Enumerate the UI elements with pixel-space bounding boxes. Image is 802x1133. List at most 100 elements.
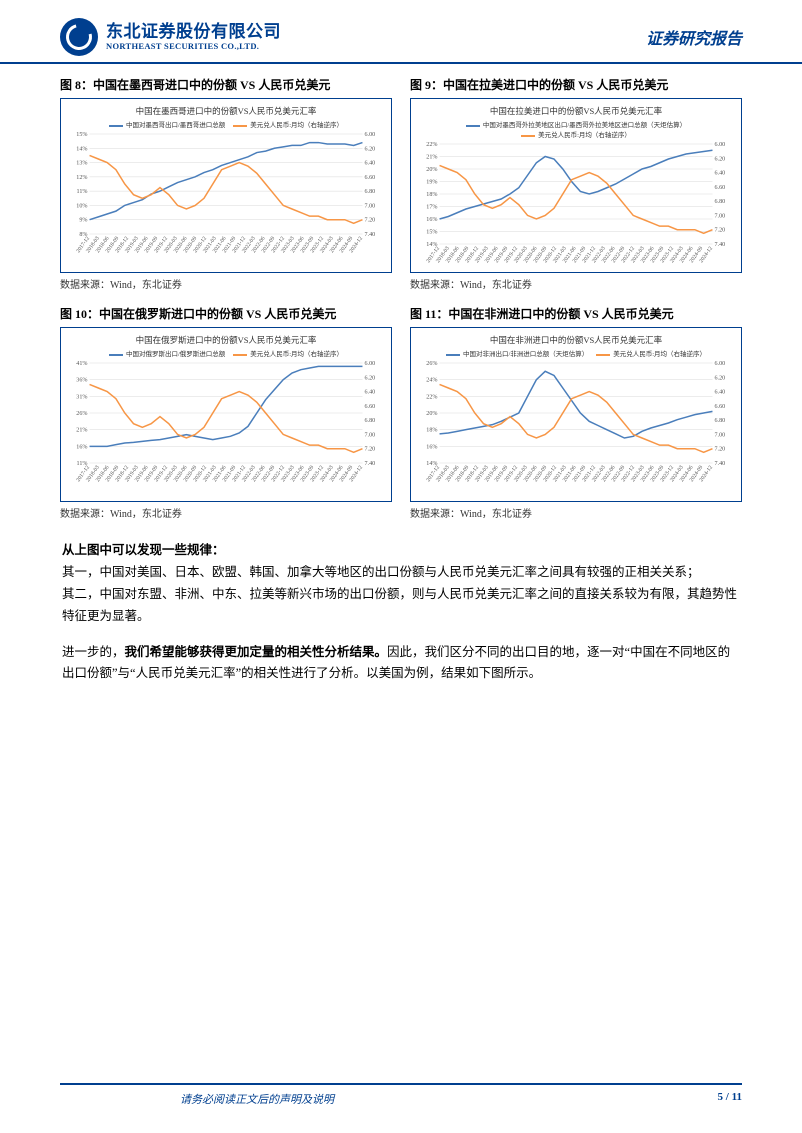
svg-text:6.40: 6.40 [715, 390, 726, 396]
page-header: 东北证券股份有限公司 NORTHEAST SECURITIES CO.,LTD.… [0, 0, 802, 64]
svg-text:9%: 9% [79, 218, 87, 224]
legend-item: 美元兑人民币:月均（右轴逆序） [521, 129, 631, 139]
chart-card: 中国在拉美进口中的份额VS人民币兑美元汇率 中国对墨西哥外拉美地区出口/墨西哥外… [410, 98, 742, 273]
svg-text:7.00: 7.00 [365, 203, 376, 209]
chart-source: 数据来源：Wind，东北证券 [60, 276, 392, 291]
svg-text:7.20: 7.20 [365, 447, 376, 453]
svg-text:7.20: 7.20 [715, 228, 726, 234]
para-2: 其二，中国对东盟、非洲、中东、拉美等新兴市场的出口份额，则与人民币兑美元汇率之间… [62, 584, 740, 628]
svg-text:7.00: 7.00 [715, 432, 726, 438]
chart-block-9: 图 9：中国在拉美进口中的份额 VS 人民币兑美元 中国在拉美进口中的份额VS人… [410, 76, 742, 291]
svg-text:15%: 15% [426, 230, 437, 236]
chart-card: 中国在非洲进口中的份额VS人民币兑美元汇率 中国对非洲出口/非洲进口总额（天炬估… [410, 327, 742, 502]
page-footer: 请务必阅读正文后的声明及说明 5 / 11 [60, 1083, 742, 1107]
chart-title: 图 11：中国在非洲进口中的份额 VS 人民币兑美元 [410, 305, 742, 322]
svg-text:7.40: 7.40 [365, 232, 376, 238]
chart-row-1: 图 8：中国在墨西哥进口中的份额 VS 人民币兑美元 中国在墨西哥进口中的份额V… [60, 76, 742, 291]
footer-page: 5 / 11 [718, 1091, 742, 1107]
svg-text:6.80: 6.80 [365, 418, 376, 424]
chart-source: 数据来源：Wind，东北证券 [410, 505, 742, 520]
svg-text:18%: 18% [426, 428, 437, 434]
legend-item: 中国对俄罗斯出口/俄罗斯进口总额 [109, 348, 225, 358]
svg-text:6.00: 6.00 [715, 142, 726, 148]
svg-text:6.60: 6.60 [715, 185, 726, 191]
logo-en: NORTHEAST SECURITIES CO.,LTD. [106, 42, 281, 51]
svg-text:18%: 18% [426, 192, 437, 198]
chart-legend: 中国对墨西哥外拉美地区出口/墨西哥外拉美地区进口总额（天炬估算）美元兑人民币:月… [415, 119, 737, 139]
body-text: 从上图中可以发现一些规律： 其一，中国对美国、日本、欧盟、韩国、加拿大等地区的出… [60, 540, 742, 685]
svg-text:16%: 16% [426, 444, 437, 450]
legend-item: 美元兑人民币:月均（右轴逆序） [233, 119, 343, 129]
chart-inner-title: 中国在拉美进口中的份额VS人民币兑美元汇率 [415, 105, 737, 117]
svg-text:7.20: 7.20 [365, 218, 376, 224]
svg-text:26%: 26% [426, 361, 437, 367]
footer-note: 请务必阅读正文后的声明及说明 [180, 1091, 334, 1107]
svg-text:6.60: 6.60 [715, 404, 726, 410]
svg-text:22%: 22% [426, 142, 437, 148]
svg-text:20%: 20% [426, 411, 437, 417]
company-logo-icon [60, 18, 98, 56]
svg-text:7.40: 7.40 [365, 461, 376, 467]
svg-text:12%: 12% [76, 175, 87, 181]
legend-item: 美元兑人民币:月均（右轴逆序） [596, 348, 706, 358]
svg-text:6.20: 6.20 [365, 375, 376, 381]
para-1: 其一，中国对美国、日本、欧盟、韩国、加拿大等地区的出口份额与人民币兑美元汇率之间… [62, 562, 740, 584]
logo-text: 东北证券股份有限公司 NORTHEAST SECURITIES CO.,LTD. [106, 23, 281, 51]
svg-text:16%: 16% [76, 444, 87, 450]
chart-card: 中国在俄罗斯进口中的份额VS人民币兑美元汇率 中国对俄罗斯出口/俄罗斯进口总额美… [60, 327, 392, 502]
legend-item: 中国对墨西哥外拉美地区出口/墨西哥外拉美地区进口总额（天炬估算） [466, 119, 686, 129]
svg-text:7.40: 7.40 [715, 242, 726, 248]
svg-text:7.40: 7.40 [715, 461, 726, 467]
chart-row-2: 图 10：中国在俄罗斯进口中的份额 VS 人民币兑美元 中国在俄罗斯进口中的份额… [60, 305, 742, 520]
svg-text:6.80: 6.80 [715, 418, 726, 424]
svg-text:20%: 20% [426, 167, 437, 173]
svg-text:6.20: 6.20 [365, 146, 376, 152]
svg-text:13%: 13% [76, 161, 87, 167]
svg-text:14%: 14% [76, 146, 87, 152]
report-type: 证券研究报告 [646, 25, 742, 49]
svg-text:26%: 26% [76, 411, 87, 417]
svg-text:41%: 41% [76, 361, 87, 367]
svg-text:6.60: 6.60 [365, 404, 376, 410]
chart-title: 图 10：中国在俄罗斯进口中的份额 VS 人民币兑美元 [60, 305, 392, 322]
chart-inner-title: 中国在俄罗斯进口中的份额VS人民币兑美元汇率 [65, 334, 387, 346]
logo-block: 东北证券股份有限公司 NORTHEAST SECURITIES CO.,LTD. [60, 18, 281, 56]
svg-text:10%: 10% [76, 203, 87, 209]
svg-text:7.00: 7.00 [715, 213, 726, 219]
svg-text:6.00: 6.00 [365, 361, 376, 367]
chart-title: 图 9：中国在拉美进口中的份额 VS 人民币兑美元 [410, 76, 742, 93]
svg-text:6.00: 6.00 [365, 132, 376, 138]
svg-text:24%: 24% [426, 378, 437, 384]
para-3: 进一步的，我们希望能够获得更加定量的相关性分析结果。因此，我们区分不同的出口目的… [62, 642, 740, 686]
svg-text:22%: 22% [426, 394, 437, 400]
chart-title: 图 8：中国在墨西哥进口中的份额 VS 人民币兑美元 [60, 76, 392, 93]
svg-text:6.40: 6.40 [715, 171, 726, 177]
chart-block-11: 图 11：中国在非洲进口中的份额 VS 人民币兑美元 中国在非洲进口中的份额VS… [410, 305, 742, 520]
svg-text:11%: 11% [77, 189, 88, 195]
svg-text:17%: 17% [426, 205, 437, 211]
svg-text:6.40: 6.40 [365, 390, 376, 396]
para-intro: 从上图中可以发现一些规律： [62, 540, 740, 562]
legend-item: 中国对墨西哥出口/墨西哥进口总额 [109, 119, 225, 129]
content: 图 8：中国在墨西哥进口中的份额 VS 人民币兑美元 中国在墨西哥进口中的份额V… [0, 64, 802, 685]
svg-text:7.20: 7.20 [715, 447, 726, 453]
svg-text:6.80: 6.80 [365, 189, 376, 195]
chart-legend: 中国对墨西哥出口/墨西哥进口总额美元兑人民币:月均（右轴逆序） [65, 119, 387, 129]
chart-source: 数据来源：Wind，东北证券 [60, 505, 392, 520]
svg-text:21%: 21% [76, 428, 87, 434]
chart-inner-title: 中国在非洲进口中的份额VS人民币兑美元汇率 [415, 334, 737, 346]
chart-inner-title: 中国在墨西哥进口中的份额VS人民币兑美元汇率 [65, 105, 387, 117]
svg-text:15%: 15% [76, 132, 87, 138]
svg-text:6.20: 6.20 [715, 375, 726, 381]
svg-text:16%: 16% [426, 217, 437, 223]
chart-card: 中国在墨西哥进口中的份额VS人民币兑美元汇率 中国对墨西哥出口/墨西哥进口总额美… [60, 98, 392, 273]
legend-item: 中国对非洲出口/非洲进口总额（天炬估算） [446, 348, 588, 358]
svg-text:6.20: 6.20 [715, 156, 726, 162]
svg-text:31%: 31% [76, 394, 87, 400]
svg-text:36%: 36% [76, 378, 87, 384]
chart-block-8: 图 8：中国在墨西哥进口中的份额 VS 人民币兑美元 中国在墨西哥进口中的份额V… [60, 76, 392, 291]
svg-text:6.60: 6.60 [365, 175, 376, 181]
chart-block-10: 图 10：中国在俄罗斯进口中的份额 VS 人民币兑美元 中国在俄罗斯进口中的份额… [60, 305, 392, 520]
legend-item: 美元兑人民币:月均（右轴逆序） [233, 348, 343, 358]
svg-text:21%: 21% [426, 155, 437, 161]
